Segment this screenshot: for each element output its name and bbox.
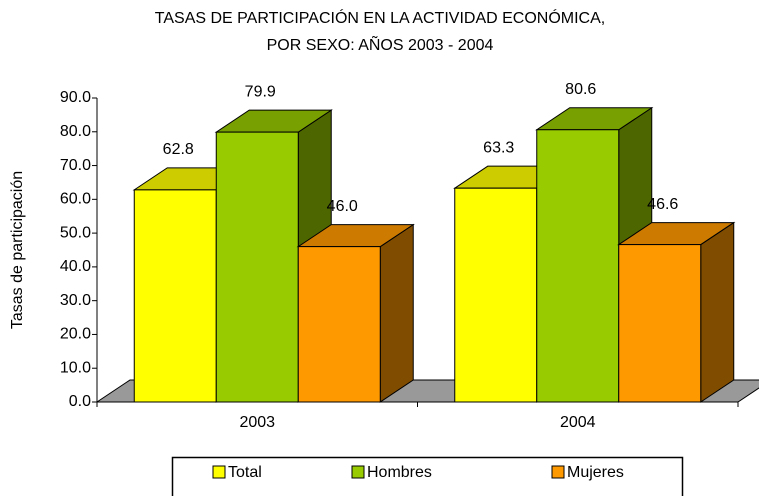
y-tick-label: 0.0: [69, 393, 91, 410]
chart-title: POR SEXO: AÑOS 2003 - 2004: [267, 34, 494, 54]
y-tick-label: 90.0: [60, 89, 91, 106]
x-tick-label: 2004: [560, 414, 596, 431]
legend-swatch: [212, 465, 226, 479]
data-label: 46.6: [647, 196, 678, 213]
legend-label: Mujeres: [567, 464, 624, 481]
bar: [618, 244, 702, 403]
legend-swatch: [551, 465, 565, 479]
bar: [215, 131, 299, 403]
bar: [454, 187, 538, 403]
y-tick-label: 20.0: [60, 326, 91, 343]
y-tick-label: 40.0: [60, 258, 91, 275]
chart-title: TASAS DE PARTICIPACIÓN EN LA ACTIVIDAD E…: [155, 8, 605, 27]
legend-label: Hombres: [367, 464, 432, 481]
legend-swatch: [351, 465, 365, 479]
legend-label: Total: [228, 464, 262, 481]
y-tick-label: 10.0: [60, 359, 91, 376]
bar-side: [379, 223, 414, 403]
bar: [133, 189, 217, 403]
x-tick-label: 2003: [239, 414, 275, 431]
data-label: 80.6: [565, 81, 596, 98]
y-tick-label: 80.0: [60, 123, 91, 140]
y-axis-label: Tasas de participación: [9, 171, 26, 329]
data-label: 79.9: [245, 83, 276, 100]
y-tick-label: 60.0: [60, 191, 91, 208]
bar: [297, 246, 381, 403]
legend-box: [171, 456, 684, 496]
bar: [536, 129, 620, 403]
bar-side: [700, 221, 735, 403]
y-tick-label: 50.0: [60, 224, 91, 241]
data-label: 46.0: [327, 198, 358, 215]
data-label: 63.3: [483, 139, 514, 156]
y-tick-label: 70.0: [60, 157, 91, 174]
y-tick-label: 30.0: [60, 292, 91, 309]
data-label: 62.8: [163, 141, 194, 158]
